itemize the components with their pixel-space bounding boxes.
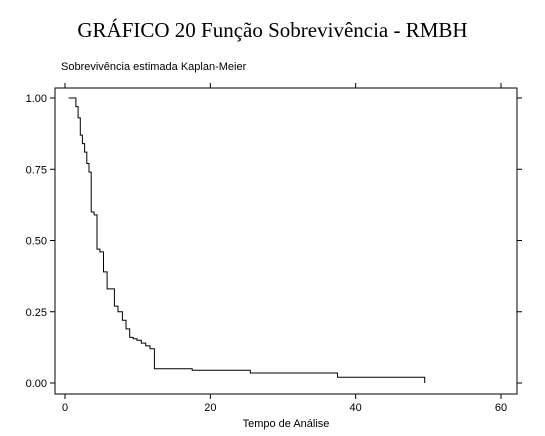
x-tick-label-1: 20 <box>204 402 216 414</box>
y-tick-label-4: 1.00 <box>26 93 47 105</box>
survival-curve <box>68 97 426 383</box>
x-axis: 0 20 40 60 <box>62 83 507 414</box>
x-tick-label-2: 40 <box>350 402 362 414</box>
x-tick-label-3: 60 <box>495 402 507 414</box>
x-axis-title: Tempo de Análise <box>243 418 330 430</box>
y-tick-label-2: 0.50 <box>26 236 47 248</box>
y-tick-label-1: 0.25 <box>26 307 47 319</box>
chart-subtitle: Sobrevivência estimada Kaplan-Meier <box>61 61 247 73</box>
plot-frame <box>54 87 518 395</box>
y-tick-label-0: 0.00 <box>26 378 47 390</box>
page-title: GRÁFICO 20 Função Sobrevivência - RMBH <box>77 18 468 42</box>
y-tick-label-3: 0.75 <box>26 164 47 176</box>
y-axis: 0.00 0.25 0.50 0.75 1.00 <box>26 93 522 390</box>
x-tick-label-0: 0 <box>62 402 68 414</box>
